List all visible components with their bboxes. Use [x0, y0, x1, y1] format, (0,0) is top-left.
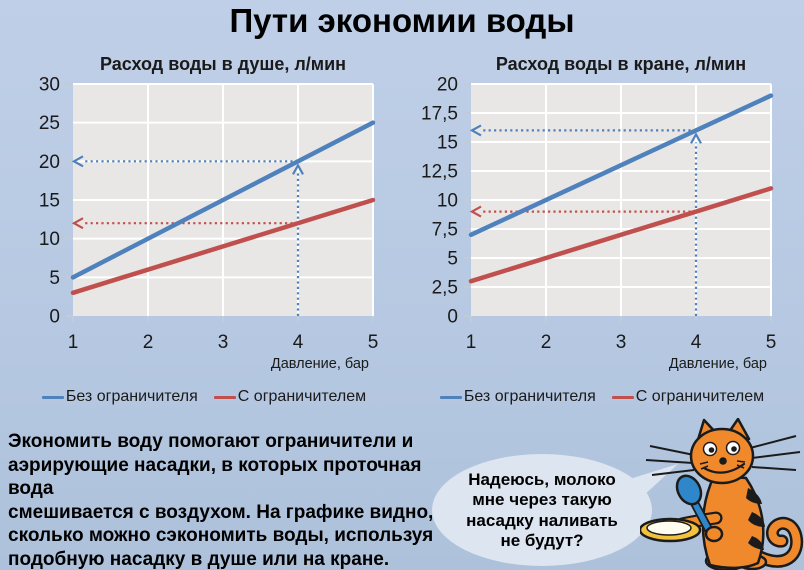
milk [646, 520, 692, 536]
cat-head [689, 427, 755, 485]
cat-face [699, 440, 746, 474]
chart-faucet: Расход воды в кране, л/мин 0 2,5 5 7,5 10 12,5… [406, 46, 798, 418]
legend-item: Без ограничителя [41, 388, 198, 406]
cat-paw [704, 525, 724, 543]
chart-shower: Расход воды в душе, л/мин 0 5 10 15 20 25 30 1 2 3… [8, 46, 400, 418]
legend-label: С ограничителем [237, 388, 367, 405]
x-tick-label: 1 [68, 332, 79, 353]
y-tick-label: 2,5 [432, 278, 458, 299]
legend-item: С ограничителем [611, 388, 765, 406]
x-tick-label: 1 [466, 332, 477, 353]
x-tick-label: 4 [691, 332, 702, 353]
x-tick-label: 3 [616, 332, 627, 353]
x-axis-label: Давление, бар [271, 356, 369, 372]
y-tick-label: 15 [437, 133, 458, 154]
y-tick-label: 30 [39, 75, 60, 96]
arrowhead-left-icon [469, 124, 482, 137]
y-tick-label: 5 [49, 268, 60, 289]
x-tick-label: 5 [766, 332, 777, 353]
series-line [70, 120, 376, 280]
arrowhead-left-icon [71, 155, 84, 168]
legend-label: С ограничителем [635, 388, 765, 405]
legend-item: С ограничителем [213, 388, 367, 406]
cat-whiskers [645, 435, 801, 476]
chart-canvas: Расход воды в душе, л/мин 0 5 10 15 20 25 30 1 2 3… [39, 54, 379, 372]
arrowhead-up-icon [690, 132, 702, 144]
x-tick-label: 4 [293, 332, 304, 353]
y-tick-label: 15 [39, 191, 60, 212]
arrowhead-left-icon [469, 205, 482, 218]
legend-label: Без ограничителя [463, 388, 596, 405]
legend-item: Без ограничителя [439, 388, 596, 406]
y-tick-label: 10 [437, 191, 458, 212]
chart-canvas: Расход воды в кране, л/мин 0 2,5 5 7,5 10 12,5… [421, 54, 777, 372]
y-tick-label: 7,5 [432, 220, 458, 241]
chart-legend: Без ограничителя С ограничителем [406, 388, 798, 406]
y-tick-label: 20 [39, 152, 60, 173]
speech-bubble-shape [432, 454, 678, 566]
legend-label: Без ограничителя [65, 388, 198, 405]
y-tick-label: 20 [437, 75, 458, 96]
cat-tail [754, 519, 801, 566]
chart-legend: Без ограничителя С ограничителем [8, 388, 400, 406]
speech-bubble-text: Надеюсь, молоко мне через такую насадку … [466, 470, 618, 551]
arrowhead-left-icon [71, 217, 84, 230]
arrowhead-up-icon [292, 163, 304, 175]
page-title: Пути экономии воды [229, 2, 575, 39]
cat-illustration [640, 418, 804, 570]
y-tick-label: 0 [49, 307, 60, 328]
x-tick-label: 2 [541, 332, 552, 353]
y-tick-label: 25 [39, 113, 60, 134]
y-tick-label: 12,5 [421, 162, 458, 183]
legend-key-icon [41, 395, 64, 399]
chart-title: Расход воды в душе, л/мин [100, 54, 346, 74]
x-tick-label: 2 [143, 332, 154, 353]
series-line [468, 93, 774, 238]
legend-key-icon [611, 395, 634, 399]
cat-stripes [746, 488, 765, 550]
legend-key-icon [213, 395, 236, 399]
x-axis-label: Давление, бар [669, 356, 767, 372]
x-tick-label: 5 [368, 332, 379, 353]
y-tick-label: 0 [447, 307, 458, 328]
series-line [468, 186, 774, 284]
speech-bubble: Надеюсь, молоко мне через такую насадку … [424, 448, 684, 570]
x-tick-label: 3 [218, 332, 229, 353]
y-tick-label: 10 [39, 229, 60, 250]
legend-key-icon [439, 395, 462, 399]
series-line [70, 197, 376, 296]
y-tick-label: 17,5 [421, 104, 458, 125]
explanatory-text: Экономить воду помогают ограничители и а… [8, 431, 434, 570]
y-tick-label: 5 [447, 249, 458, 270]
chart-title: Расход воды в кране, л/мин [496, 54, 746, 74]
